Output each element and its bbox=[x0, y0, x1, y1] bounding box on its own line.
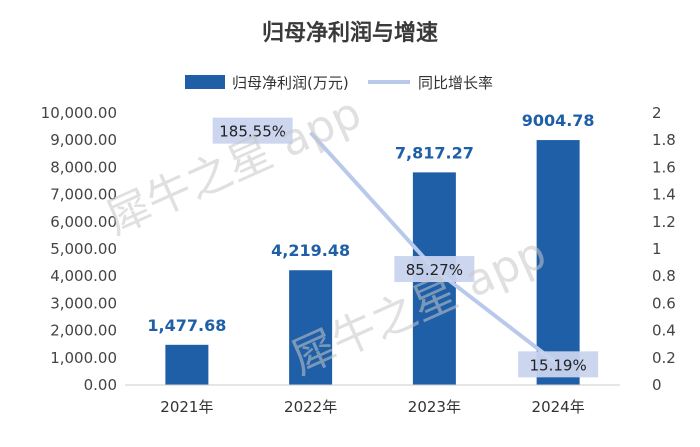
legend-bar-label: 归母净利润(万元) bbox=[232, 74, 349, 92]
left-tick-label: 8,000.00 bbox=[50, 158, 117, 176]
right-tick-label: 0.4 bbox=[652, 322, 676, 340]
bar bbox=[289, 270, 333, 385]
watermark-1: 犀牛之星 app bbox=[99, 87, 369, 245]
bar-value-label: 4,219.48 bbox=[271, 241, 350, 260]
legend: 归母净利润(万元) 同比增长率 bbox=[185, 74, 493, 92]
right-tick-label: 1 bbox=[652, 240, 662, 258]
x-tick-label: 2022年 bbox=[284, 398, 337, 416]
growth-label-text: 15.19% bbox=[530, 356, 587, 374]
growth-label-box bbox=[212, 117, 293, 144]
chart-title: 归母净利润与增速 bbox=[262, 20, 438, 46]
right-tick-label: 1.2 bbox=[652, 213, 676, 231]
bar-value-label: 9004.78 bbox=[522, 111, 595, 130]
right-tick-label: 0.6 bbox=[652, 294, 676, 312]
left-tick-label: 10,000.00 bbox=[41, 104, 117, 122]
bar bbox=[165, 344, 209, 385]
left-tick-label: 1,000.00 bbox=[50, 349, 117, 367]
bar-value-label: 7,817.27 bbox=[395, 143, 474, 162]
right-tick-label: 0.8 bbox=[652, 267, 676, 285]
growth-value-label: 185.55% bbox=[212, 117, 293, 144]
x-tick-label: 2023年 bbox=[408, 398, 461, 416]
right-tick-label: 1.4 bbox=[652, 186, 676, 204]
right-y-axis: 0 0.2 0.4 0.6 0.8 1 1.2 1.4 1.6 1.8 2 bbox=[652, 104, 676, 394]
x-tick-label: 2024年 bbox=[532, 398, 585, 416]
growth-label-box bbox=[394, 256, 475, 283]
right-tick-label: 0.2 bbox=[652, 349, 676, 367]
bar-value-label: 1,477.68 bbox=[147, 316, 226, 335]
line-data-labels: 185.55% 85.27% 15.19% bbox=[212, 117, 599, 378]
growth-label-text: 85.27% bbox=[406, 261, 463, 279]
left-tick-label: 5,000.00 bbox=[50, 240, 117, 258]
x-axis: 2021年 2022年 2023年 2024年 bbox=[125, 384, 620, 416]
left-tick-label: 6,000.00 bbox=[50, 213, 117, 231]
right-tick-label: 1.6 bbox=[652, 158, 676, 176]
left-y-axis: 0.00 1,000.00 2,000.00 3,000.00 4,000.00 5,00… bbox=[41, 104, 117, 394]
left-tick-label: 9,000.00 bbox=[50, 131, 117, 149]
x-tick-label: 2021年 bbox=[160, 398, 213, 416]
left-tick-label: 3,000.00 bbox=[50, 294, 117, 312]
bar-data-labels: 1,477.68 4,219.48 7,817.27 9004.78 bbox=[147, 111, 594, 335]
right-tick-label: 1.8 bbox=[652, 131, 676, 149]
left-tick-label: 4,000.00 bbox=[50, 267, 117, 285]
legend-bar-swatch bbox=[185, 75, 225, 89]
right-tick-label: 0 bbox=[652, 376, 662, 394]
growth-label-box bbox=[518, 351, 599, 378]
left-tick-label: 2,000.00 bbox=[50, 322, 117, 340]
growth-label-text: 185.55% bbox=[219, 123, 286, 141]
right-tick-label: 2 bbox=[652, 104, 662, 122]
left-tick-label: 7,000.00 bbox=[50, 186, 117, 204]
bar bbox=[536, 140, 580, 385]
legend-line-label: 同比增长率 bbox=[418, 74, 493, 92]
growth-value-label: 85.27% bbox=[394, 256, 475, 283]
left-tick-label: 0.00 bbox=[84, 376, 117, 394]
growth-value-label: 15.19% bbox=[518, 351, 599, 378]
